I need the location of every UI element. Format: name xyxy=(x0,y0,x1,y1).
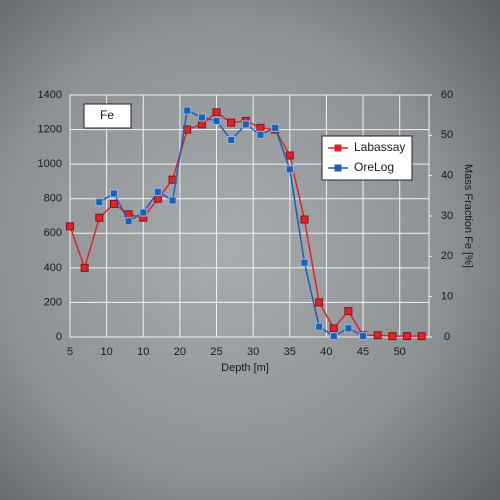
data-point xyxy=(359,332,368,341)
data-point xyxy=(300,258,309,267)
data-point xyxy=(315,298,324,307)
x-tick-label: 10 xyxy=(137,346,149,358)
y2-tick-label: 0 xyxy=(444,331,450,343)
data-point xyxy=(285,151,294,160)
data-point xyxy=(256,130,265,139)
data-point xyxy=(388,332,397,341)
legend-label: Labassay xyxy=(354,140,405,154)
y-tick-label: 1000 xyxy=(38,158,62,170)
data-point xyxy=(95,198,104,207)
data-point xyxy=(95,213,104,222)
y-tick-label: 1200 xyxy=(38,123,62,135)
data-point xyxy=(80,263,89,272)
x-tick-label: 20 xyxy=(174,346,186,358)
data-point xyxy=(403,332,412,341)
legend-label: OreLog xyxy=(354,160,394,174)
data-point xyxy=(109,199,118,208)
data-point xyxy=(344,324,353,333)
x-tick-label: 50 xyxy=(394,346,406,358)
x-tick-label: 40 xyxy=(320,346,332,358)
data-point xyxy=(109,189,118,198)
y2-tick-label: 60 xyxy=(441,89,453,101)
data-point xyxy=(417,332,426,341)
legend-marker xyxy=(334,164,342,172)
data-point xyxy=(124,217,133,226)
y2-axis-label: Mass Fraction Fe [%] xyxy=(462,164,474,268)
data-point xyxy=(139,208,148,217)
data-point xyxy=(300,215,309,224)
title-box xyxy=(83,103,132,129)
y-tick-label: 0 xyxy=(56,331,62,343)
x-tick-label: 30 xyxy=(247,346,259,358)
x-tick-label: 35 xyxy=(284,346,296,358)
data-point xyxy=(183,106,192,115)
x-tick-label: 10 xyxy=(101,346,113,358)
data-point xyxy=(373,331,382,340)
y2-tick-label: 30 xyxy=(441,210,453,222)
data-point xyxy=(227,135,236,144)
data-point xyxy=(212,108,221,117)
y2-tick-label: 50 xyxy=(441,129,453,141)
x-tick-label: 25 xyxy=(210,346,222,358)
y-tick-label: 200 xyxy=(44,296,62,308)
data-point xyxy=(241,120,250,129)
data-point xyxy=(329,332,338,341)
data-point xyxy=(344,307,353,316)
y-tick-label: 800 xyxy=(44,193,62,205)
chart-title: Fe xyxy=(100,108,114,122)
legend-marker xyxy=(334,144,342,152)
data-point xyxy=(153,187,162,196)
data-point xyxy=(227,118,236,127)
data-point xyxy=(315,322,324,331)
data-point xyxy=(329,324,338,333)
plot-frame xyxy=(69,94,430,338)
y-tick-label: 1400 xyxy=(38,89,62,101)
y-tick-label: 600 xyxy=(44,227,62,239)
x-tick-label: 45 xyxy=(357,346,369,358)
data-point xyxy=(197,120,206,129)
data-point xyxy=(197,113,206,122)
data-point xyxy=(271,123,280,132)
y2-tick-label: 20 xyxy=(441,250,453,262)
data-point xyxy=(168,196,177,205)
y2-tick-label: 10 xyxy=(441,291,453,303)
data-point xyxy=(66,222,74,231)
x-tick-label: 5 xyxy=(67,346,73,358)
y2-tick-label: 40 xyxy=(441,170,453,182)
data-point xyxy=(285,165,294,174)
y-tick-label: 400 xyxy=(44,262,62,274)
data-point xyxy=(212,116,221,125)
x-axis-label: Depth [m] xyxy=(221,362,269,374)
legend-box xyxy=(321,135,413,181)
data-point xyxy=(256,123,265,132)
